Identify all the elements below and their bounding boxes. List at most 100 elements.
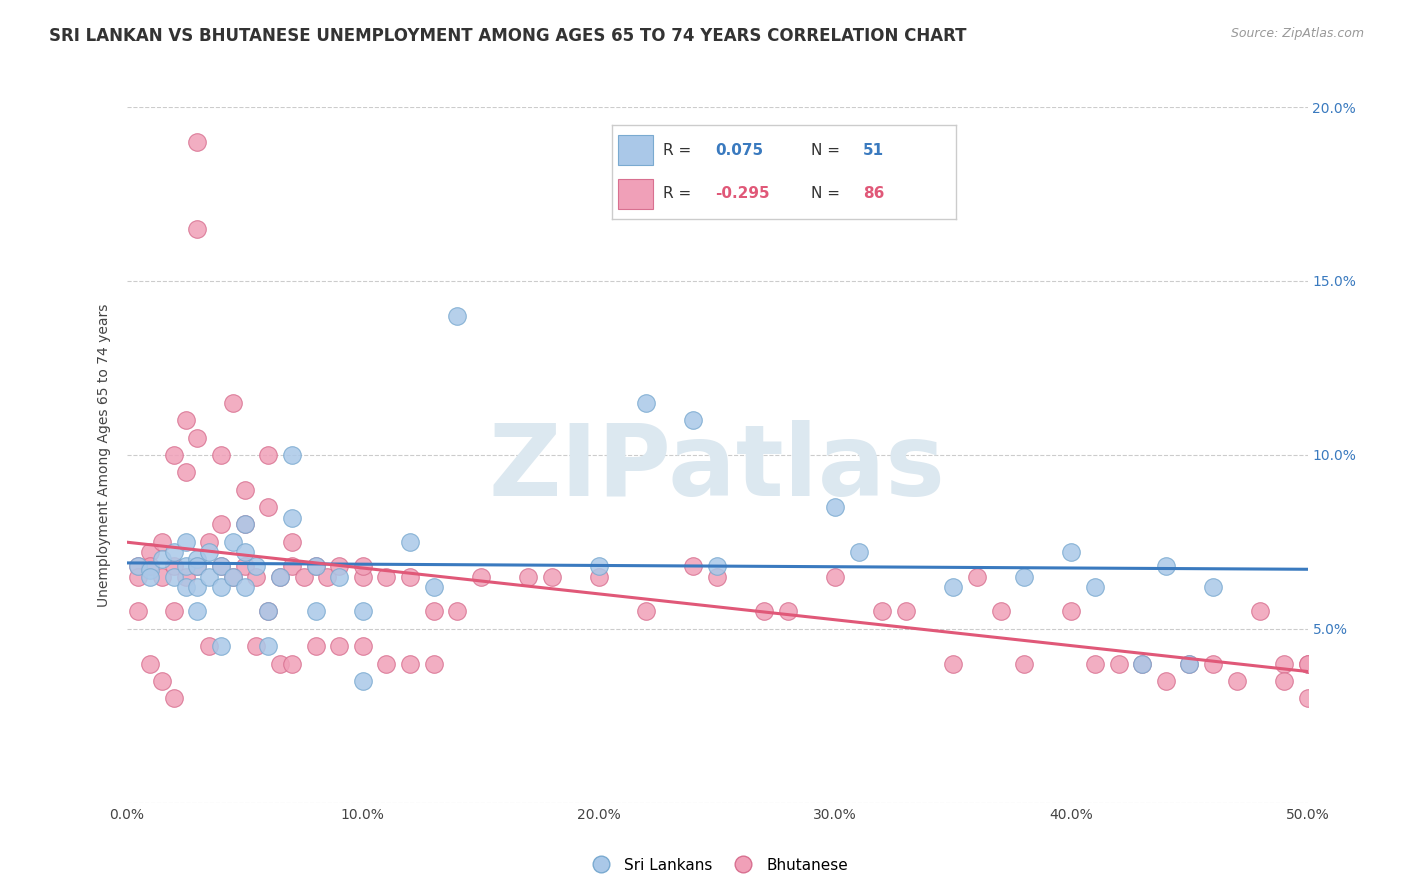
Text: R =: R =: [664, 186, 696, 201]
Point: [186, 430, 208, 444]
Point: [754, 605, 776, 619]
Point: [209, 559, 232, 574]
Point: [174, 466, 197, 480]
Point: [352, 605, 374, 619]
Point: [328, 639, 350, 653]
Text: SRI LANKAN VS BHUTANESE UNEMPLOYMENT AMONG AGES 65 TO 74 YEARS CORRELATION CHART: SRI LANKAN VS BHUTANESE UNEMPLOYMENT AMO…: [49, 27, 967, 45]
Point: [352, 639, 374, 653]
Point: [150, 674, 173, 689]
Point: [422, 657, 444, 671]
Point: [245, 639, 267, 653]
Point: [150, 570, 173, 584]
Point: [281, 657, 304, 671]
Point: [304, 639, 326, 653]
Point: [139, 545, 162, 559]
Point: [269, 657, 291, 671]
Point: [163, 559, 186, 574]
Point: [174, 534, 197, 549]
Point: [942, 657, 965, 671]
Point: [127, 570, 149, 584]
Point: [174, 413, 197, 427]
Point: [824, 500, 846, 514]
Point: [186, 580, 208, 594]
Point: [1012, 570, 1035, 584]
Point: [894, 605, 917, 619]
Point: [1249, 605, 1271, 619]
Point: [269, 570, 291, 584]
Point: [209, 580, 232, 594]
Legend: Sri Lankans, Bhutanese: Sri Lankans, Bhutanese: [581, 852, 853, 879]
Point: [209, 639, 232, 653]
Point: [292, 570, 315, 584]
Point: [588, 570, 610, 584]
Point: [304, 559, 326, 574]
Point: [233, 517, 256, 532]
Point: [257, 605, 280, 619]
Point: [540, 570, 562, 584]
Point: [636, 605, 658, 619]
Point: [281, 534, 304, 549]
Point: [163, 605, 186, 619]
Point: [1130, 657, 1153, 671]
Point: [222, 570, 245, 584]
Text: 86: 86: [863, 186, 884, 201]
Text: N =: N =: [811, 143, 845, 158]
Point: [139, 570, 162, 584]
Point: [233, 545, 256, 559]
Point: [257, 500, 280, 514]
Point: [198, 639, 221, 653]
Point: [233, 580, 256, 594]
Point: [198, 570, 221, 584]
Point: [352, 559, 374, 574]
Point: [139, 563, 162, 577]
Text: 0.075: 0.075: [716, 143, 763, 158]
Point: [198, 534, 221, 549]
Point: [257, 448, 280, 462]
Point: [352, 674, 374, 689]
Point: [399, 657, 422, 671]
Point: [375, 570, 398, 584]
Point: [446, 309, 468, 323]
Point: [186, 552, 208, 566]
Point: [352, 570, 374, 584]
Point: [269, 570, 291, 584]
Point: [682, 559, 704, 574]
Point: [1272, 657, 1295, 671]
Point: [1202, 580, 1225, 594]
Point: [375, 657, 398, 671]
Point: [1154, 674, 1177, 689]
Point: [209, 559, 232, 574]
Point: [186, 559, 208, 574]
Point: [222, 534, 245, 549]
Point: [209, 448, 232, 462]
Text: -0.295: -0.295: [716, 186, 769, 201]
Point: [706, 559, 728, 574]
Point: [848, 545, 870, 559]
Point: [1272, 674, 1295, 689]
Point: [233, 483, 256, 497]
Point: [186, 135, 208, 149]
Point: [942, 580, 965, 594]
Point: [233, 559, 256, 574]
Point: [245, 570, 267, 584]
Bar: [619, 179, 652, 210]
Point: [1084, 580, 1107, 594]
Point: [257, 605, 280, 619]
Point: [127, 559, 149, 574]
Point: [422, 605, 444, 619]
Point: [304, 605, 326, 619]
Point: [1012, 657, 1035, 671]
Point: [399, 570, 422, 584]
Point: [1060, 605, 1083, 619]
Point: [150, 552, 173, 566]
Point: [127, 559, 149, 574]
Point: [150, 534, 173, 549]
Point: [281, 510, 304, 524]
Point: [139, 657, 162, 671]
Point: [139, 559, 162, 574]
Point: [636, 395, 658, 409]
Point: [222, 395, 245, 409]
Point: [198, 545, 221, 559]
Point: [682, 413, 704, 427]
Point: [399, 534, 422, 549]
